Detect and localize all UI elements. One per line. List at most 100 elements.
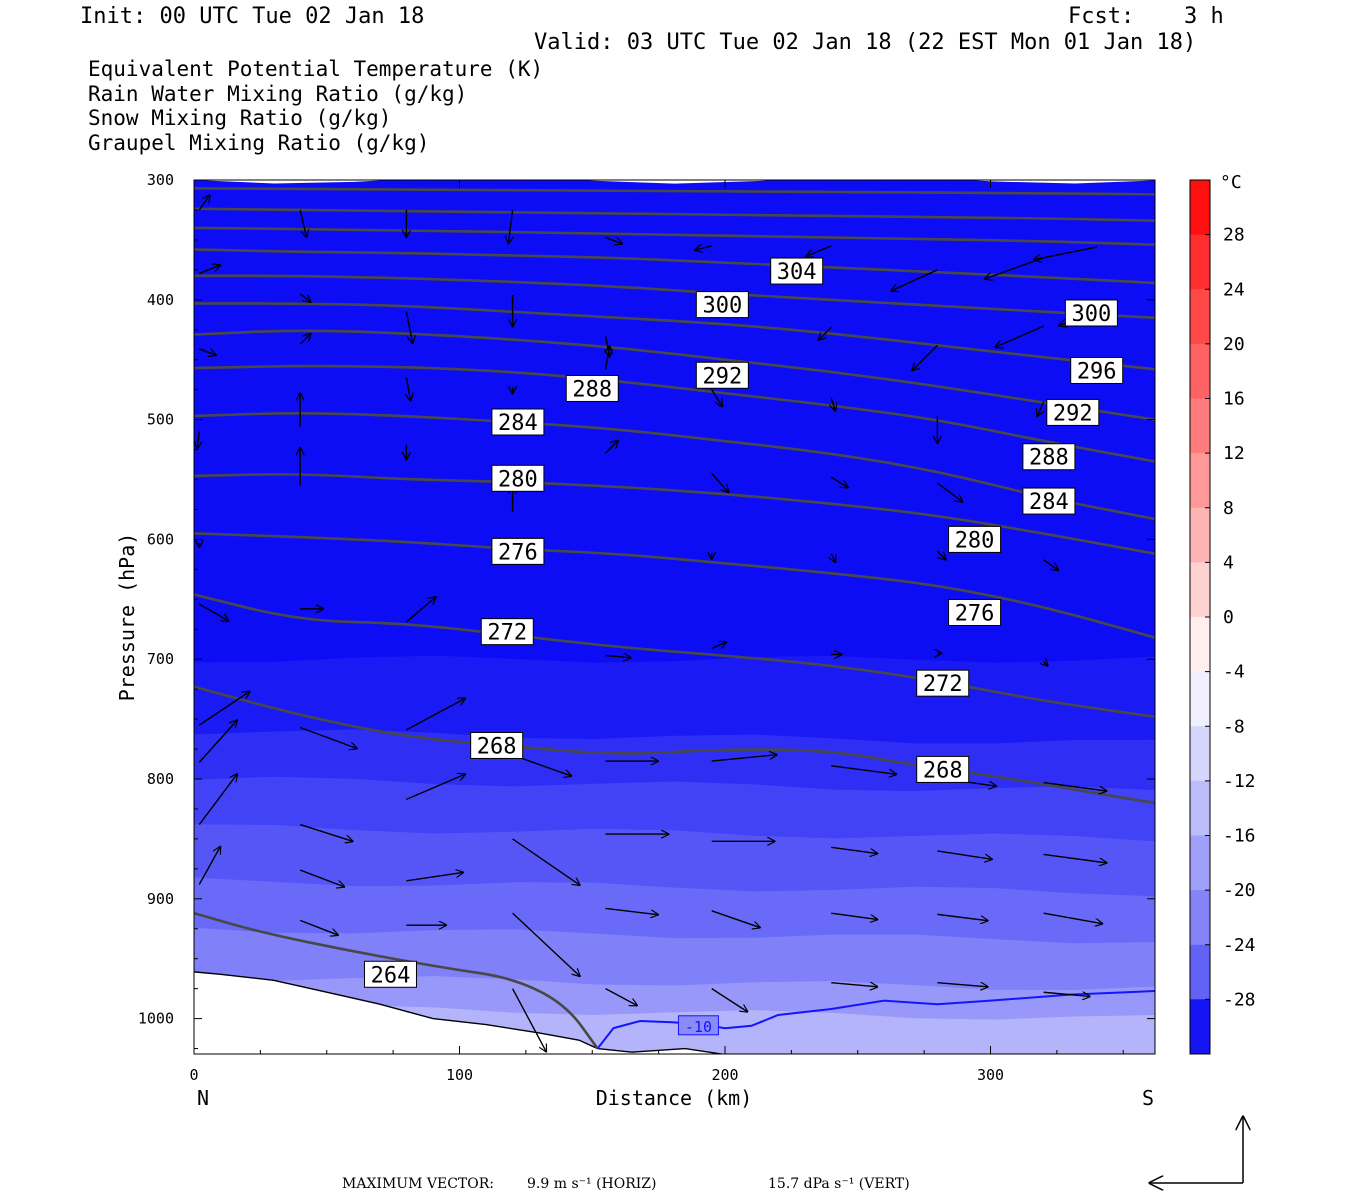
theta-e-label-box xyxy=(948,598,1002,626)
wind-vector xyxy=(1043,991,1090,996)
wind-vector xyxy=(199,348,216,355)
theta-e-label-box xyxy=(491,464,545,492)
wind-vector xyxy=(1034,246,1097,260)
max-vector-horiz: 9.9 m s⁻¹ (HORIZ) xyxy=(527,1176,657,1192)
theta-e-contour-300 xyxy=(194,274,1155,320)
theta-e-label-300: 300 xyxy=(702,294,742,319)
wind-vector xyxy=(711,988,748,1012)
theta-e-label-box xyxy=(470,731,524,759)
x-tick-label: 100 xyxy=(446,1066,473,1084)
x-tick-label: 300 xyxy=(977,1066,1004,1084)
colorbar-swatch xyxy=(1190,726,1210,782)
wind-vector xyxy=(695,246,712,250)
theta-e-contour-284 xyxy=(194,412,1155,521)
wind-vector xyxy=(198,691,249,726)
theta-e-contour-292 xyxy=(194,329,1155,421)
temperature-contour-label: -10 xyxy=(685,1018,712,1036)
y-tick-label: 1000 xyxy=(138,1010,174,1028)
wind-vector xyxy=(806,245,832,257)
wind-vector xyxy=(995,325,1044,347)
theta-e-label-box xyxy=(695,291,749,319)
theta-e-label-300: 300 xyxy=(1072,302,1112,327)
wind-vector xyxy=(711,642,727,650)
y-tick-label: 800 xyxy=(147,770,174,788)
wind-vector xyxy=(1043,781,1107,791)
y-tick-label: 500 xyxy=(147,411,174,429)
colorbar-label: -8 xyxy=(1223,716,1245,737)
wind-vector xyxy=(937,913,987,920)
left-end-label: N xyxy=(197,1086,209,1110)
wind-vector xyxy=(605,907,659,914)
theta-e-label-280: 280 xyxy=(955,528,995,553)
colorbar-swatch xyxy=(1190,671,1210,727)
theta-e-label-box xyxy=(491,408,545,436)
wind-vector xyxy=(831,981,877,987)
wind-vector xyxy=(299,209,306,237)
theta-e-label-box xyxy=(1070,356,1124,384)
theta-e-label-box xyxy=(948,525,1002,553)
colorbar-label: -20 xyxy=(1223,880,1256,901)
wind-vector xyxy=(711,389,723,407)
y-tick-label: 600 xyxy=(147,530,174,548)
theta-e-label-292: 292 xyxy=(1053,401,1093,426)
wind-vector xyxy=(512,838,580,885)
wind-vector xyxy=(605,441,619,454)
theta-e-label-276: 276 xyxy=(955,601,995,626)
colorbar-label: 24 xyxy=(1223,279,1245,300)
wind-vector xyxy=(198,603,228,621)
wind-vector xyxy=(198,720,237,763)
wind-vector xyxy=(405,597,435,623)
theta-e-contour-264 xyxy=(194,911,599,1050)
wind-vector xyxy=(406,698,465,731)
wind-vector xyxy=(830,476,848,488)
wind-vector xyxy=(1043,853,1107,862)
colorbar-label: 8 xyxy=(1223,498,1234,519)
colorbar-unit: °C xyxy=(1220,172,1242,193)
field-label-theta-e: Equivalent Potential Temperature (K) xyxy=(88,57,544,81)
forecast-hour: 3 h xyxy=(1184,4,1224,29)
wind-vector xyxy=(606,346,610,370)
colorbar-label: -16 xyxy=(1223,826,1256,847)
wind-vector xyxy=(406,872,463,882)
wind-vector xyxy=(937,850,992,859)
wind-vector xyxy=(711,755,777,762)
wind-vector xyxy=(299,823,353,842)
colorbar-swatch xyxy=(1190,453,1210,509)
wind-vector xyxy=(198,195,210,211)
init-time: Init: 00 UTC Tue 02 Jan 18 xyxy=(80,4,425,29)
wind-vector xyxy=(198,774,237,825)
theta-e-label-box xyxy=(363,960,417,988)
theta-e-contour-280 xyxy=(194,473,1155,556)
colorbar-swatch xyxy=(1190,289,1210,345)
wind-vector xyxy=(605,236,623,244)
wind-vector xyxy=(937,981,987,987)
wind-vector xyxy=(299,293,311,302)
theta-e-label-box xyxy=(491,537,545,565)
colorbar-swatch xyxy=(1190,780,1210,836)
x-tick-label: 0 xyxy=(189,1066,198,1084)
theta-e-contour-276 xyxy=(194,532,1155,639)
wind-vector xyxy=(831,912,877,919)
theta-e-contour-upper xyxy=(194,226,1155,246)
colorbar-label: -24 xyxy=(1223,935,1256,956)
colorbar-label: -28 xyxy=(1223,989,1256,1010)
wind-vector xyxy=(405,311,412,344)
wind-vector xyxy=(299,726,357,748)
colorbar-label: 20 xyxy=(1223,334,1245,355)
theta-e-label-box xyxy=(695,361,749,389)
wind-vector xyxy=(711,473,729,493)
wind-vector xyxy=(197,431,199,449)
wind-vector xyxy=(711,910,760,928)
theta-e-label-304: 304 xyxy=(777,260,817,285)
theta-e-contour-upper xyxy=(194,187,1155,196)
wind-vector xyxy=(936,550,945,559)
field-label-graupel: Graupel Mixing Ratio (g/kg) xyxy=(88,131,430,155)
forecast-label: Fcst: xyxy=(1068,4,1135,29)
theta-e-contour-304 xyxy=(194,248,1155,285)
theta-e-label-272: 272 xyxy=(923,672,963,697)
theta-e-contour-268 xyxy=(194,685,1155,805)
colorbar-swatch xyxy=(1190,343,1210,399)
theta-e-label-box xyxy=(1022,487,1076,515)
y-tick-label: 300 xyxy=(147,171,174,189)
